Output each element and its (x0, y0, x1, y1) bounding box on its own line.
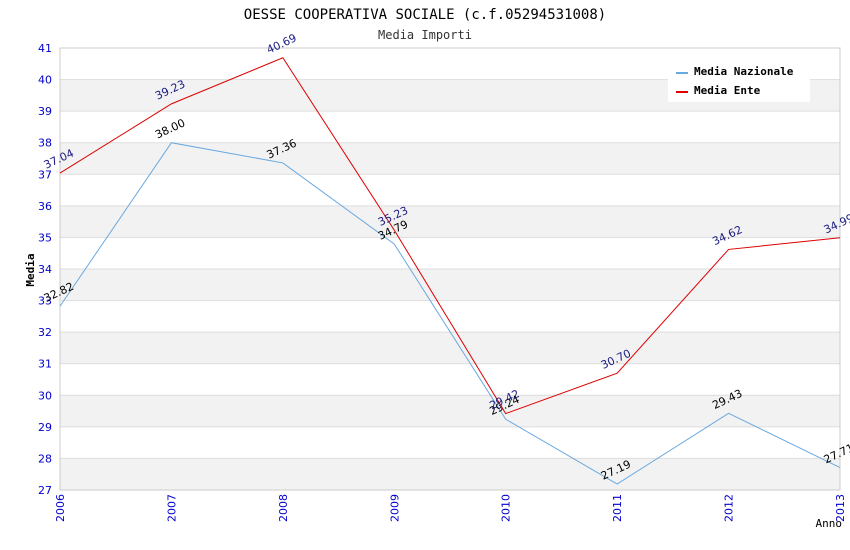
y-tick-label: 36 (38, 200, 52, 213)
legend-label-media-ente: Media Ente (694, 84, 761, 97)
x-axis-label: Anno (816, 517, 843, 530)
legend-label-media-nazionale: Media Nazionale (694, 65, 794, 78)
legend: Media Nazionale Media Ente (668, 60, 810, 102)
plot-background (60, 79, 840, 490)
y-tick-label: 32 (38, 326, 52, 339)
series-line (59, 57, 841, 415)
plot-band (60, 205, 840, 238)
y-tick-label: 37 (38, 168, 52, 181)
y-tick-label: 39 (38, 105, 52, 118)
plot-frame (59, 47, 841, 491)
x-tick-label: 2012 (723, 494, 736, 522)
plot-band (60, 332, 840, 364)
x-tick-label: 2006 (54, 494, 67, 522)
y-tick-label: 35 (38, 231, 52, 244)
y-tick-label: 41 (38, 42, 52, 55)
plot-band (60, 458, 840, 490)
y-tick-label: 40 (38, 74, 52, 87)
x-tick-label: 2009 (388, 494, 401, 522)
x-tick-label: 2008 (277, 494, 290, 522)
y-tick-label: 27 (38, 484, 52, 497)
y-tick-label: 33 (38, 295, 52, 308)
x-tick-label: 2010 (500, 494, 513, 522)
chart-subtitle: Media Importi (378, 28, 472, 42)
series-line (59, 142, 841, 485)
x-tick-label: 2007 (165, 494, 178, 522)
y-axis-label: Media (24, 253, 37, 286)
data-label: 32.82 (42, 280, 76, 305)
y-tick-label: 31 (38, 358, 52, 371)
y-tick-label: 30 (38, 389, 52, 402)
plot-band (60, 395, 840, 427)
x-axis-ticks: 2006 2007 2008 2009 2010 2011 2012 2013 (54, 494, 847, 522)
chart-title: OESSE COOPERATIVA SOCIALE (c.f.052945310… (244, 7, 606, 23)
x-tick-label: 2011 (611, 494, 624, 522)
y-axis-ticks: 27 28 29 30 31 32 33 34 35 36 37 38 39 40 41 (38, 42, 52, 497)
legend-box (668, 60, 810, 102)
data-label: 38.00 (153, 116, 187, 141)
data-label: 40.69 (265, 31, 299, 56)
y-tick-label: 34 (38, 263, 52, 276)
x-tick-label: 2013 (834, 494, 847, 522)
y-tick-label: 38 (38, 137, 52, 150)
y-tick-label: 28 (38, 452, 52, 465)
plot-band (60, 269, 840, 301)
y-tick-label: 29 (38, 421, 52, 434)
plot-band (60, 142, 840, 175)
